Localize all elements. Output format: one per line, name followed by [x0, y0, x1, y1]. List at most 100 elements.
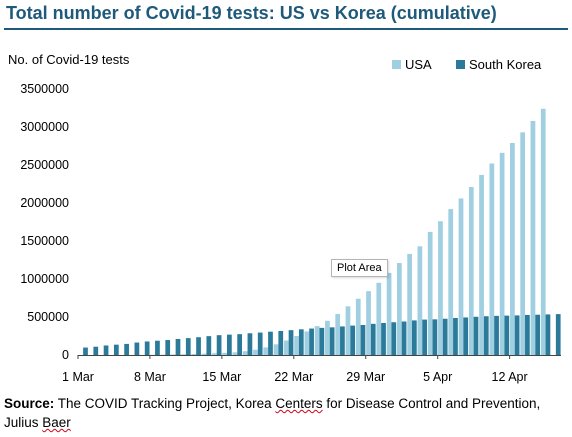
- bar-south-korea: [288, 330, 294, 355]
- bar-south-korea: [83, 347, 88, 355]
- bar-usa: [396, 263, 402, 355]
- bar-south-korea: [206, 336, 212, 355]
- bar-south-korea: [124, 343, 129, 355]
- bar-usa: [407, 253, 412, 355]
- bar-south-korea: [155, 340, 160, 355]
- bar-usa: [366, 291, 371, 355]
- bar-south-korea: [483, 316, 489, 355]
- bar-south-korea: [411, 320, 417, 355]
- bar-south-korea: [134, 342, 140, 355]
- bar-usa: [530, 120, 536, 355]
- bar-usa: [417, 246, 423, 355]
- y-tick-label: 3000000: [20, 120, 69, 134]
- y-tick-label: 1000000: [20, 272, 69, 286]
- bar-usa: [376, 282, 382, 355]
- bar-usa: [222, 352, 228, 355]
- source-text-2: for Disease Control and Prevention,: [322, 396, 541, 411]
- chart-title: Total number of Covid-19 tests: US vs Ko…: [6, 3, 497, 23]
- bar-south-korea: [504, 315, 510, 355]
- bar-south-korea: [237, 334, 243, 355]
- bar-usa: [253, 349, 258, 355]
- bar-south-korea: [329, 327, 335, 355]
- bar-south-korea: [185, 338, 191, 355]
- bar-south-korea: [309, 328, 314, 355]
- bar-usa: [325, 320, 330, 355]
- bar-usa: [304, 331, 310, 355]
- bar-south-korea: [525, 314, 530, 355]
- bar-usa: [191, 354, 197, 355]
- x-tick-label: 22 Mar: [274, 370, 313, 384]
- x-tick-label: 12 Apr: [492, 370, 528, 384]
- y-tick-label: 2500000: [20, 158, 69, 172]
- bar-usa: [540, 108, 546, 355]
- bar-usa: [458, 198, 464, 355]
- y-tick-label: 500000: [27, 310, 69, 324]
- bar-south-korea: [216, 335, 222, 355]
- bar-usa: [427, 231, 433, 355]
- bar-south-korea: [401, 321, 407, 355]
- bar-south-korea: [113, 344, 119, 355]
- bar-south-korea: [165, 340, 171, 355]
- bar-south-korea: [555, 314, 561, 355]
- bar-south-korea: [319, 327, 325, 355]
- bar-usa: [386, 272, 392, 355]
- bar-usa: [355, 298, 361, 355]
- bar-south-korea: [473, 316, 479, 355]
- legend-swatch-south-korea: [456, 60, 465, 69]
- bar-usa: [489, 163, 495, 355]
- y-tick-label: 3500000: [20, 82, 69, 96]
- source-text-4: Baer: [42, 415, 71, 430]
- bar-south-korea: [381, 323, 386, 355]
- y-tick-label: 0: [62, 348, 69, 362]
- bar-usa: [448, 209, 454, 355]
- x-tick-label: 1 Mar: [62, 370, 94, 384]
- x-tick-label: 15 Mar: [202, 370, 241, 384]
- title-underline: [4, 28, 568, 30]
- bar-south-korea: [432, 319, 438, 355]
- bar-usa: [242, 351, 248, 355]
- bar-usa: [520, 132, 526, 355]
- bar-usa: [510, 142, 515, 355]
- bar-usa: [181, 354, 186, 355]
- bar-south-korea: [227, 334, 232, 355]
- bar-usa: [212, 353, 217, 355]
- bar-usa: [170, 354, 176, 355]
- y-tick-label: 1500000: [20, 234, 69, 248]
- bar-usa: [468, 187, 474, 355]
- bar-south-korea: [422, 319, 427, 355]
- source-label: Source:: [4, 396, 55, 411]
- legend-label-south-korea: South Korea: [469, 57, 542, 72]
- legend-swatch-usa: [392, 60, 401, 69]
- x-tick-label: 5 Apr: [423, 370, 452, 384]
- bar-south-korea: [453, 317, 458, 355]
- bar-usa: [314, 326, 320, 355]
- bar-south-korea: [298, 329, 304, 355]
- y-tick-label: 2000000: [20, 196, 69, 210]
- bar-usa: [345, 306, 351, 355]
- bar-usa: [201, 353, 207, 355]
- bar-south-korea: [257, 332, 263, 355]
- bar-south-korea: [494, 315, 499, 355]
- bar-usa: [263, 347, 269, 355]
- bar-usa: [499, 152, 505, 355]
- legend-item-south-korea: South Korea: [456, 57, 541, 72]
- bar-south-korea: [442, 318, 448, 355]
- bar-south-korea: [350, 325, 356, 355]
- x-tick-label: 29 Mar: [346, 370, 385, 384]
- bar-south-korea: [247, 333, 253, 355]
- legend-item-usa: USA: [392, 57, 432, 72]
- bar-south-korea: [545, 314, 551, 355]
- plot-area-tooltip: Plot Area: [331, 259, 388, 277]
- bar-south-korea: [144, 341, 150, 355]
- bar-south-korea: [93, 346, 99, 355]
- bar-usa: [335, 313, 341, 355]
- legend-label-usa: USA: [405, 57, 432, 72]
- y-axis-label: No. of Covid-19 tests: [8, 52, 130, 67]
- bar-south-korea: [103, 345, 109, 355]
- source-text-underlined: Centers: [275, 396, 323, 411]
- bar-usa: [438, 221, 443, 355]
- bar-south-korea: [463, 317, 469, 355]
- bar-south-korea: [360, 324, 366, 355]
- bar-south-korea: [196, 337, 201, 355]
